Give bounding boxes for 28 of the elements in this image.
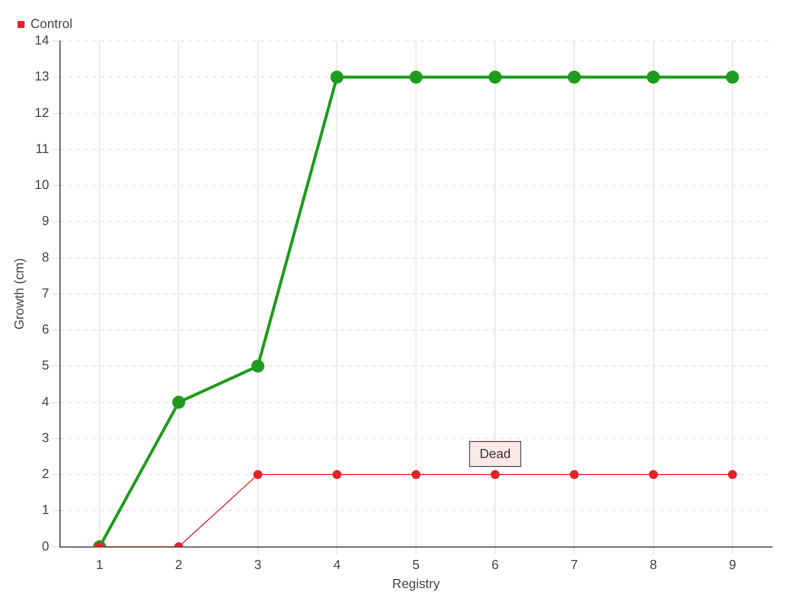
x-tick-label: 9: [728, 557, 736, 572]
x-axis-title: Registry: [392, 576, 440, 591]
x-tick-label: 5: [412, 557, 420, 572]
y-tick-label: 3: [42, 430, 50, 445]
y-axis-title: Growth (cm): [11, 258, 26, 330]
y-tick-label: 0: [42, 538, 50, 554]
y-tick-label: 8: [42, 249, 50, 264]
x-tick-label: 6: [492, 557, 499, 572]
x-tick-label: 8: [650, 557, 657, 572]
y-tick-label: 13: [34, 68, 50, 84]
y-tick-label: 11: [36, 140, 50, 156]
y-tick-label: 4: [42, 394, 50, 409]
y-tick-label: 12: [34, 104, 50, 120]
y-tick-label: 10: [34, 177, 50, 192]
x-tick-label: 1: [96, 557, 104, 572]
x-tick-label: 2: [175, 557, 182, 572]
y-tick-label: 5: [42, 358, 50, 373]
x-tick-label: 4: [333, 557, 341, 572]
y-tick-label: 9: [42, 213, 50, 228]
annotation: Dead: [480, 446, 511, 462]
x-tick-label: 3: [254, 557, 262, 572]
y-tick-label: 7: [42, 285, 50, 300]
y-tick-label: 1: [42, 502, 50, 518]
legend-label: Control: [30, 16, 73, 32]
y-tick-label: 14: [34, 32, 50, 48]
y-tick-label: 6: [42, 322, 50, 337]
y-tick-label: 2: [42, 466, 50, 482]
x-tick-label: 7: [570, 557, 578, 572]
